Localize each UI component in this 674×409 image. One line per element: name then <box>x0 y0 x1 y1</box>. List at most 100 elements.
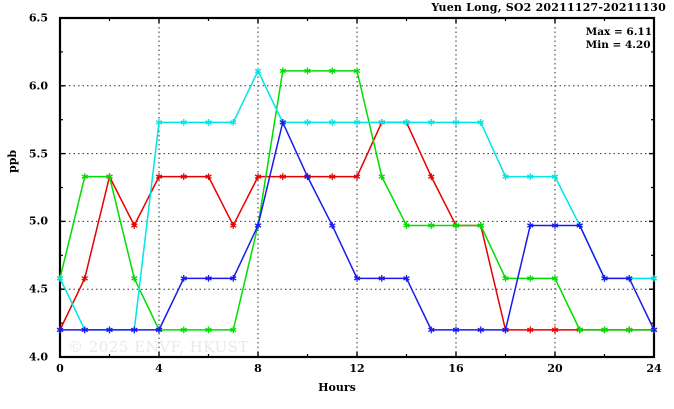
watermark: © 2025 ENVF, HKUST <box>68 338 249 356</box>
data-point-marker <box>477 223 485 228</box>
data-point-marker <box>427 327 435 333</box>
data-point-marker <box>106 327 113 333</box>
data-point-marker <box>601 276 608 281</box>
data-point-marker <box>81 327 89 333</box>
data-point-marker <box>205 174 212 179</box>
data-point-marker <box>304 120 311 125</box>
x-tick-label: 8 <box>254 362 262 375</box>
data-point-marker <box>403 120 410 125</box>
data-point-marker <box>328 68 336 74</box>
y-axis-tick-labels: 4.0 4.5 5.0 5.5 6.0 6.5 <box>0 0 54 409</box>
data-point-marker <box>526 223 534 228</box>
x-tick-label: 20 <box>547 362 563 375</box>
data-point-marker <box>254 174 262 179</box>
data-point-marker <box>502 327 509 333</box>
y-tick-label: 4.0 <box>28 350 48 364</box>
data-point-marker <box>427 120 435 125</box>
min-annotation: Min = 4.20 <box>585 39 651 51</box>
data-point-marker <box>551 223 559 228</box>
data-point-marker <box>328 223 336 228</box>
data-point-marker <box>205 327 212 333</box>
data-point-marker <box>205 276 212 281</box>
data-point-marker <box>205 120 212 125</box>
series-line <box>59 70 655 331</box>
data-point-marker <box>130 223 138 228</box>
x-tick-label: 0 <box>56 362 64 375</box>
data-point-marker <box>502 276 509 281</box>
data-point-marker <box>229 223 237 228</box>
data-point-marker <box>155 120 163 125</box>
data-point-marker <box>526 174 534 179</box>
data-point-marker <box>304 68 311 74</box>
data-point-marker <box>254 68 262 74</box>
data-point-marker <box>180 120 188 125</box>
data-point-marker <box>378 120 386 125</box>
data-point-marker <box>229 276 237 281</box>
y-tick-label: 5.5 <box>28 147 48 161</box>
data-point-marker <box>378 174 386 179</box>
data-point-marker <box>353 68 361 74</box>
data-point-marker <box>279 174 287 179</box>
data-point-marker <box>526 327 534 333</box>
data-point-marker <box>180 327 188 333</box>
series-20211130 <box>56 119 658 334</box>
data-point-marker <box>279 120 287 125</box>
data-point-marker <box>353 276 361 281</box>
data-point-marker <box>155 327 163 333</box>
data-point-marker <box>625 276 633 281</box>
data-point-marker <box>328 174 336 179</box>
x-tick-label: 24 <box>646 362 662 375</box>
data-point-marker <box>353 174 361 179</box>
x-tick-label: 16 <box>448 362 464 375</box>
data-point-marker <box>279 68 287 74</box>
data-point-marker <box>403 276 410 281</box>
y-tick-label: 4.5 <box>28 282 48 296</box>
data-point-marker <box>625 327 633 333</box>
x-tick-label: 4 <box>155 362 163 375</box>
data-point-marker <box>551 174 559 179</box>
data-point-marker <box>353 120 361 125</box>
data-point-marker <box>378 276 386 281</box>
data-point-marker <box>452 120 460 125</box>
data-point-marker <box>254 223 262 228</box>
data-point-marker <box>180 174 188 179</box>
data-point-marker <box>452 327 460 333</box>
data-point-marker <box>650 276 658 281</box>
data-point-marker <box>551 327 559 333</box>
data-point-marker <box>650 327 658 333</box>
data-point-marker <box>526 276 534 281</box>
data-point-marker <box>56 327 64 333</box>
minmax-annotation: Max = 6.11 Min = 4.20 <box>586 26 652 52</box>
data-point-marker <box>130 327 138 333</box>
axis-frame <box>58 16 656 359</box>
data-point-marker <box>328 120 336 125</box>
data-point-marker <box>576 327 584 333</box>
data-point-marker <box>229 120 237 125</box>
data-point-marker <box>106 174 113 179</box>
data-point-marker <box>304 174 311 179</box>
chart-title: Yuen Long, SO2 20211127-20211130 <box>431 1 666 14</box>
data-point-marker <box>81 174 89 179</box>
data-point-marker <box>56 276 64 281</box>
data-point-marker <box>427 174 435 179</box>
x-axis-label: Hours <box>318 381 356 394</box>
data-point-marker <box>502 174 509 179</box>
data-point-marker <box>477 327 485 333</box>
data-point-marker <box>477 120 485 125</box>
data-point-marker <box>452 223 460 228</box>
data-point-marker <box>551 276 559 281</box>
data-point-marker <box>130 276 138 281</box>
data-point-marker <box>180 276 188 281</box>
data-point-marker <box>427 223 435 228</box>
x-tick-label: 12 <box>349 362 365 375</box>
data-point-marker <box>81 276 89 281</box>
data-point-marker <box>403 223 410 228</box>
y-tick-label: 6.0 <box>28 79 48 93</box>
max-annotation: Max = 6.11 <box>585 26 652 38</box>
y-tick-label: 6.5 <box>28 11 48 25</box>
data-point-marker <box>155 174 163 179</box>
data-point-marker <box>601 327 608 333</box>
data-point-marker <box>576 223 584 228</box>
